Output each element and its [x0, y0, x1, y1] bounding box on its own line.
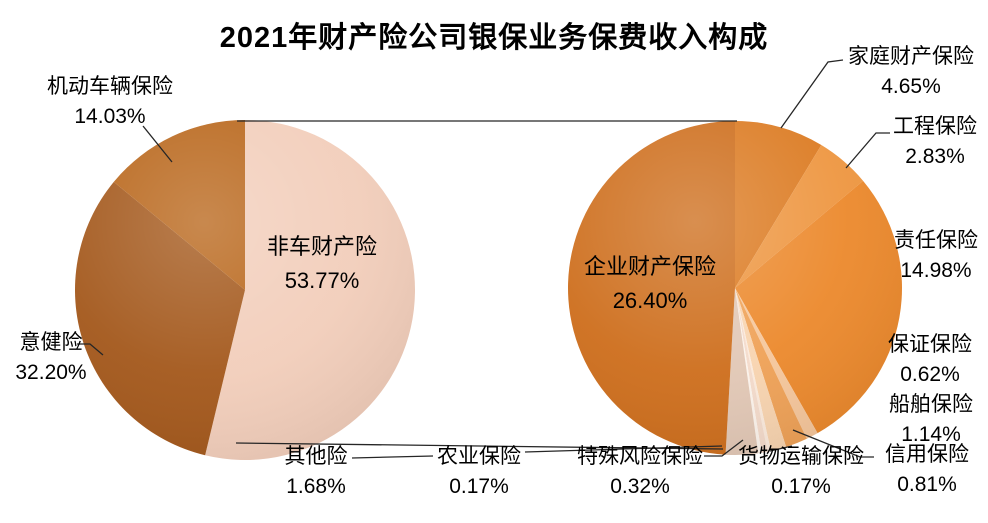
leader-agriculture — [524, 445, 723, 453]
label-home-property-value: 4.65% — [881, 75, 941, 98]
label-agriculture-value: 0.17% — [449, 475, 509, 498]
label-liability-name: 责任保险 — [894, 229, 978, 252]
label-other-value: 1.68% — [286, 475, 346, 498]
label-motor-vehicle-name: 机动车辆保险 — [47, 75, 173, 98]
label-accident-health-value: 32.20% — [15, 361, 87, 384]
leader-accident-health — [77, 343, 104, 356]
label-other: 其他险 1.68% — [276, 442, 356, 502]
label-special-risk: 特殊风险保险 0.32% — [572, 442, 708, 502]
label-cargo-transport: 货物运输保险 0.17% — [734, 442, 868, 502]
label-accident-health-name: 意健险 — [19, 331, 83, 354]
label-guarantee-name: 保证保险 — [888, 333, 972, 356]
label-guarantee: 保证保险 0.62% — [876, 330, 984, 390]
label-home-property-name: 家庭财产保险 — [848, 45, 974, 68]
label-motor-vehicle-value: 14.03% — [74, 105, 146, 128]
label-liability-value: 14.98% — [900, 259, 972, 282]
label-credit: 信用保险 0.81% — [870, 440, 984, 500]
leader-credit — [792, 429, 874, 458]
chart-title: 2021年财产险公司银保业务保费收入构成 — [219, 22, 769, 54]
label-agriculture-name: 农业保险 — [437, 445, 521, 468]
label-enterprise-property: 企业财产保险 26.40% — [560, 250, 740, 318]
label-engineering-value: 2.83% — [905, 145, 965, 168]
label-other-name: 其他险 — [284, 445, 348, 468]
label-guarantee-value: 0.62% — [900, 363, 960, 386]
leader-other — [351, 455, 434, 459]
label-enterprise-property-value: 26.40% — [612, 288, 688, 313]
connector-lines — [77, 59, 890, 459]
label-special-risk-value: 0.32% — [610, 475, 670, 498]
label-credit-name: 信用保险 — [885, 443, 969, 466]
pie-sheen — [568, 121, 902, 455]
label-non-auto-property: 非车财产险 53.77% — [242, 230, 402, 298]
label-engineering: 工程保险 2.83% — [882, 112, 988, 172]
label-ship: 船舶保险 1.14% — [880, 390, 982, 450]
label-engineering-name: 工程保险 — [893, 115, 977, 138]
leader-special-risk — [704, 439, 744, 457]
label-accident-health: 意健险 32.20% — [0, 328, 102, 388]
label-agriculture: 农业保险 0.17% — [430, 442, 528, 502]
main-pie — [74, 120, 415, 460]
label-special-risk-name: 特殊风险保险 — [577, 445, 703, 468]
label-credit-value: 0.81% — [897, 473, 957, 496]
leader-cargo-transport — [769, 445, 793, 452]
pie-sheen — [75, 120, 415, 460]
leader-engineering — [845, 132, 890, 169]
label-motor-vehicle: 机动车辆保险 14.03% — [28, 72, 192, 132]
label-enterprise-property-name: 企业财产保险 — [583, 254, 716, 279]
label-non-auto-property-name: 非车财产险 — [266, 234, 377, 259]
label-liability: 责任保险 14.98% — [884, 226, 988, 286]
label-ship-value: 1.14% — [901, 423, 961, 446]
leader-motor-vehicle — [142, 125, 173, 163]
secondary-pie — [567, 121, 902, 455]
label-cargo-transport-name: 货物运输保险 — [738, 445, 864, 468]
label-home-property: 家庭财产保险 4.65% — [834, 42, 988, 102]
leader-home-property — [780, 59, 844, 129]
label-non-auto-property-value: 53.77% — [284, 268, 360, 293]
label-cargo-transport-value: 0.17% — [771, 475, 831, 498]
label-ship-name: 船舶保险 — [889, 393, 973, 416]
